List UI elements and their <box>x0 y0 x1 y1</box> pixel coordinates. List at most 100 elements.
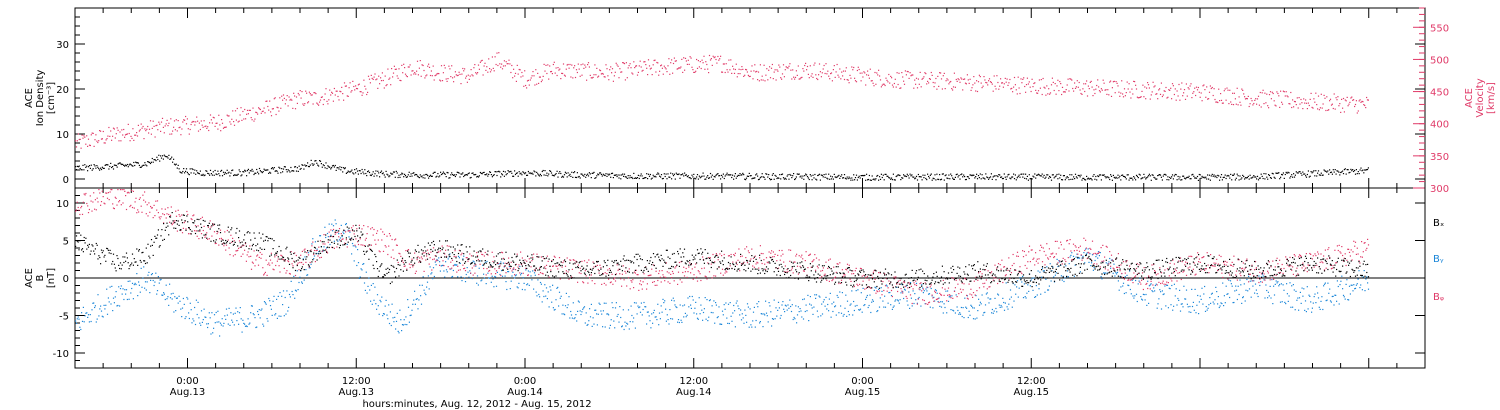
data-point <box>573 172 575 174</box>
data-point <box>1031 78 1033 80</box>
data-point <box>1285 171 1287 173</box>
data-point <box>209 317 211 319</box>
data-point <box>795 305 797 307</box>
data-point <box>1041 173 1043 175</box>
data-point <box>383 87 385 89</box>
data-point <box>1182 306 1184 308</box>
data-point <box>1132 295 1134 297</box>
data-point <box>175 215 178 217</box>
data-point <box>1126 274 1128 276</box>
data-point <box>1146 87 1148 89</box>
data-point <box>605 302 607 304</box>
data-point <box>1135 293 1138 295</box>
data-point <box>953 178 955 180</box>
data-point <box>965 83 967 85</box>
data-point <box>939 174 941 176</box>
data-point <box>1067 177 1069 179</box>
data-point <box>246 109 249 111</box>
data-point <box>230 234 232 236</box>
data-point <box>1233 173 1235 175</box>
data-point <box>163 214 165 216</box>
data-point <box>629 63 631 65</box>
data-point <box>616 315 618 317</box>
data-point <box>647 173 650 175</box>
data-point <box>1057 178 1059 180</box>
data-point <box>1089 253 1091 255</box>
data-point <box>1226 293 1228 295</box>
data-point <box>1100 276 1102 278</box>
data-point <box>589 74 591 76</box>
data-point <box>187 213 189 216</box>
data-point <box>1325 300 1327 302</box>
data-point <box>1311 106 1313 108</box>
data-point <box>272 108 274 110</box>
data-point <box>651 74 653 76</box>
data-point <box>879 178 882 180</box>
data-point <box>201 124 203 126</box>
data-point <box>160 130 162 132</box>
data-point <box>1199 96 1201 98</box>
data-point <box>1170 304 1172 306</box>
data-point <box>1334 294 1336 296</box>
data-point <box>745 177 748 179</box>
data-point <box>1261 273 1263 275</box>
data-point <box>682 71 684 73</box>
data-point <box>724 308 726 310</box>
data-point <box>1361 289 1363 291</box>
data-point <box>1158 89 1160 91</box>
data-point <box>861 311 863 313</box>
data-point <box>799 308 801 310</box>
data-point <box>320 163 322 165</box>
data-point <box>791 177 793 179</box>
data-point <box>288 96 290 98</box>
data-point <box>547 175 549 177</box>
data-point <box>532 270 534 272</box>
data-point <box>1301 174 1303 176</box>
data-point <box>1100 179 1102 181</box>
data-point <box>1034 296 1036 298</box>
data-point <box>315 160 317 162</box>
data-point <box>469 177 471 179</box>
data-point <box>342 238 344 240</box>
data-point <box>501 270 503 272</box>
data-point <box>187 173 189 175</box>
data-point <box>1206 309 1208 311</box>
data-point <box>776 177 778 180</box>
data-point <box>344 85 346 87</box>
data-point <box>557 286 559 288</box>
data-point <box>620 316 622 319</box>
data-point <box>839 68 841 70</box>
data-point <box>203 225 205 227</box>
data-point <box>794 178 796 181</box>
data-point <box>1038 288 1040 290</box>
data-point <box>132 165 134 167</box>
data-point <box>799 78 801 80</box>
data-point <box>467 173 469 175</box>
data-point <box>820 76 822 78</box>
data-point <box>1234 179 1236 181</box>
data-point <box>1161 179 1163 181</box>
data-point <box>497 171 499 173</box>
data-point <box>1013 300 1015 302</box>
data-point <box>1013 173 1015 175</box>
data-point <box>464 277 466 279</box>
data-point <box>949 81 951 83</box>
data-point <box>717 316 719 318</box>
data-point <box>552 284 554 286</box>
data-point <box>1348 172 1350 174</box>
data-point <box>427 175 429 177</box>
data-point <box>1198 313 1200 315</box>
data-point <box>1341 98 1343 100</box>
data-point <box>349 82 351 84</box>
data-point <box>363 173 365 175</box>
data-point <box>908 291 910 293</box>
data-point <box>1349 293 1351 295</box>
data-point <box>997 176 999 178</box>
data-point <box>1256 175 1259 177</box>
data-point <box>951 295 953 297</box>
data-point <box>94 306 96 309</box>
data-point <box>1116 273 1118 275</box>
data-point <box>587 62 590 64</box>
data-point <box>363 263 365 265</box>
data-point <box>746 321 748 323</box>
